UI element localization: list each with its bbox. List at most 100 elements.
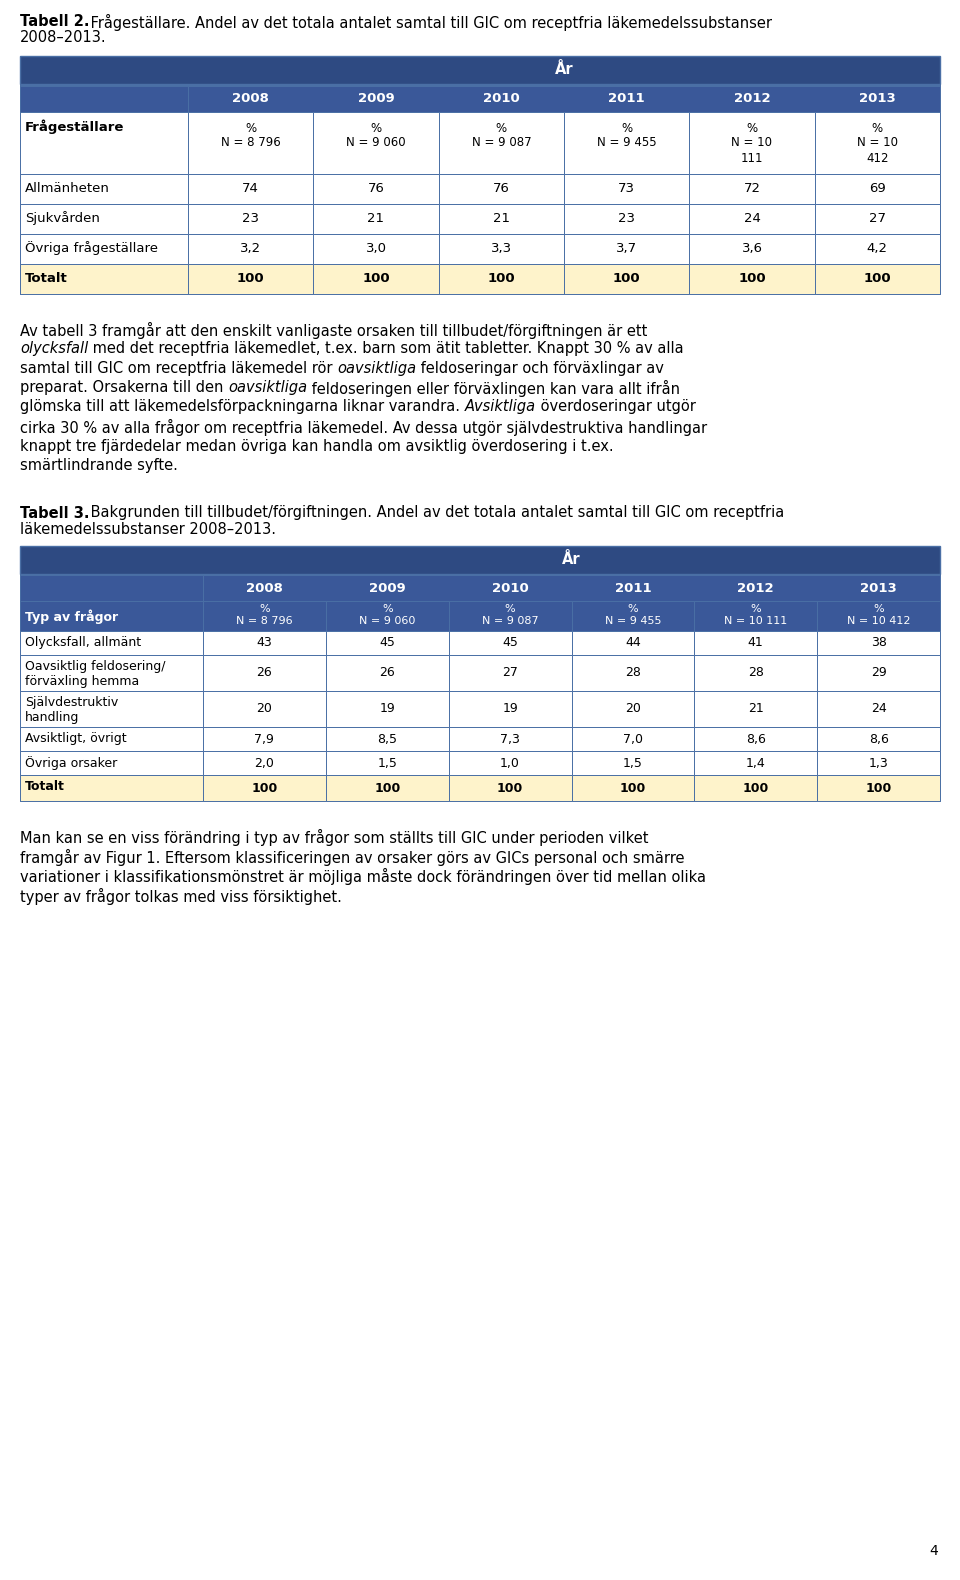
Text: 26: 26	[379, 667, 396, 679]
Text: 69: 69	[869, 182, 886, 194]
Text: 21: 21	[748, 703, 763, 716]
Text: 2,0: 2,0	[254, 757, 275, 769]
Text: 19: 19	[502, 703, 518, 716]
Text: Frågeställare: Frågeställare	[25, 120, 125, 134]
Bar	[448, 750, 571, 776]
Bar	[815, 174, 940, 204]
Bar	[571, 727, 694, 750]
Text: glömska till att läkemedelsförpackningarna liknar varandra.: glömska till att läkemedelsförpackningar…	[20, 400, 465, 414]
Text: 1,3: 1,3	[869, 757, 888, 769]
Text: 2010: 2010	[492, 581, 528, 594]
Bar	[439, 174, 564, 204]
Text: Övriga frågeställare: Övriga frågeställare	[25, 242, 158, 256]
Bar	[439, 112, 564, 174]
Text: läkemedelssubstanser 2008–2013.: läkemedelssubstanser 2008–2013.	[20, 521, 276, 537]
Bar	[203, 727, 325, 750]
Text: samtal till GIC om receptfria läkemedel rör: samtal till GIC om receptfria läkemedel …	[20, 360, 337, 376]
Bar	[817, 776, 940, 801]
Text: %
N = 9 455: % N = 9 455	[597, 122, 657, 150]
Text: 7,0: 7,0	[623, 733, 643, 746]
Bar	[20, 85, 940, 112]
Bar	[689, 264, 815, 294]
Text: 3,2: 3,2	[240, 242, 261, 254]
Bar	[20, 575, 940, 600]
Text: 2012: 2012	[733, 92, 770, 104]
Bar	[439, 234, 564, 264]
Text: 3,0: 3,0	[366, 242, 387, 254]
Bar	[20, 776, 940, 801]
Text: 26: 26	[256, 667, 273, 679]
Bar	[203, 630, 325, 656]
Bar	[815, 234, 940, 264]
Text: 2010: 2010	[483, 92, 519, 104]
Text: Totalt: Totalt	[25, 781, 65, 793]
Bar	[188, 234, 313, 264]
Bar	[439, 264, 564, 294]
Bar	[325, 630, 448, 656]
Bar	[313, 112, 439, 174]
Bar	[188, 174, 313, 204]
Text: 2009: 2009	[369, 581, 406, 594]
Bar	[20, 727, 940, 750]
Text: 27: 27	[869, 212, 886, 224]
Text: 2008: 2008	[232, 92, 269, 104]
Bar	[815, 204, 940, 234]
Bar	[20, 630, 203, 656]
Text: 45: 45	[502, 637, 518, 649]
Bar	[448, 776, 571, 801]
Text: Allmänheten: Allmänheten	[25, 182, 109, 194]
Text: År: År	[563, 551, 581, 567]
Text: Övriga orsaker: Övriga orsaker	[25, 755, 117, 769]
Text: 29: 29	[871, 667, 886, 679]
Text: 23: 23	[618, 212, 636, 224]
Text: 100: 100	[362, 272, 390, 284]
Bar	[20, 174, 188, 204]
Bar	[20, 112, 188, 174]
Text: överdoseringar utgör: överdoseringar utgör	[536, 400, 696, 414]
Text: Sjukvården: Sjukvården	[25, 212, 100, 226]
Text: 20: 20	[256, 703, 273, 716]
Bar	[20, 575, 203, 600]
Text: 72: 72	[743, 182, 760, 194]
Bar	[20, 264, 188, 294]
Text: 38: 38	[871, 637, 886, 649]
Bar	[20, 600, 940, 630]
Bar	[571, 750, 694, 776]
Bar	[188, 204, 313, 234]
Text: 7,3: 7,3	[500, 733, 520, 746]
Bar	[448, 600, 571, 630]
Bar	[564, 264, 689, 294]
Text: 1,5: 1,5	[377, 757, 397, 769]
Bar	[817, 656, 940, 690]
Text: År: År	[555, 63, 573, 77]
Text: 2013: 2013	[859, 92, 896, 104]
Bar	[689, 112, 815, 174]
Text: 1,4: 1,4	[746, 757, 766, 769]
Bar	[313, 264, 439, 294]
Text: 28: 28	[625, 667, 641, 679]
Text: Typ av frågor: Typ av frågor	[25, 610, 118, 624]
Text: 8,6: 8,6	[869, 733, 889, 746]
Bar	[20, 600, 203, 630]
Text: 100: 100	[612, 272, 640, 284]
Text: knappt tre fjärdedelar medan övriga kan handla om avsiktlig överdosering i t.ex.: knappt tre fjärdedelar medan övriga kan …	[20, 439, 613, 453]
Bar	[694, 750, 817, 776]
Text: variationer i klassifikationsmönstret är möjliga måste dock förändringen över ti: variationer i klassifikationsmönstret är…	[20, 867, 706, 885]
Text: 8,5: 8,5	[377, 733, 397, 746]
Text: 2008: 2008	[246, 581, 283, 594]
Bar	[325, 600, 448, 630]
Bar	[20, 545, 940, 574]
Text: 24: 24	[871, 703, 886, 716]
Bar	[815, 112, 940, 174]
Bar	[448, 630, 571, 656]
Bar	[325, 727, 448, 750]
Bar	[20, 85, 188, 112]
Text: 8,6: 8,6	[746, 733, 766, 746]
Bar	[325, 776, 448, 801]
Bar	[571, 630, 694, 656]
Bar	[203, 600, 325, 630]
Text: 41: 41	[748, 637, 763, 649]
Text: 19: 19	[379, 703, 396, 716]
Bar	[20, 690, 940, 727]
Bar	[571, 776, 694, 801]
